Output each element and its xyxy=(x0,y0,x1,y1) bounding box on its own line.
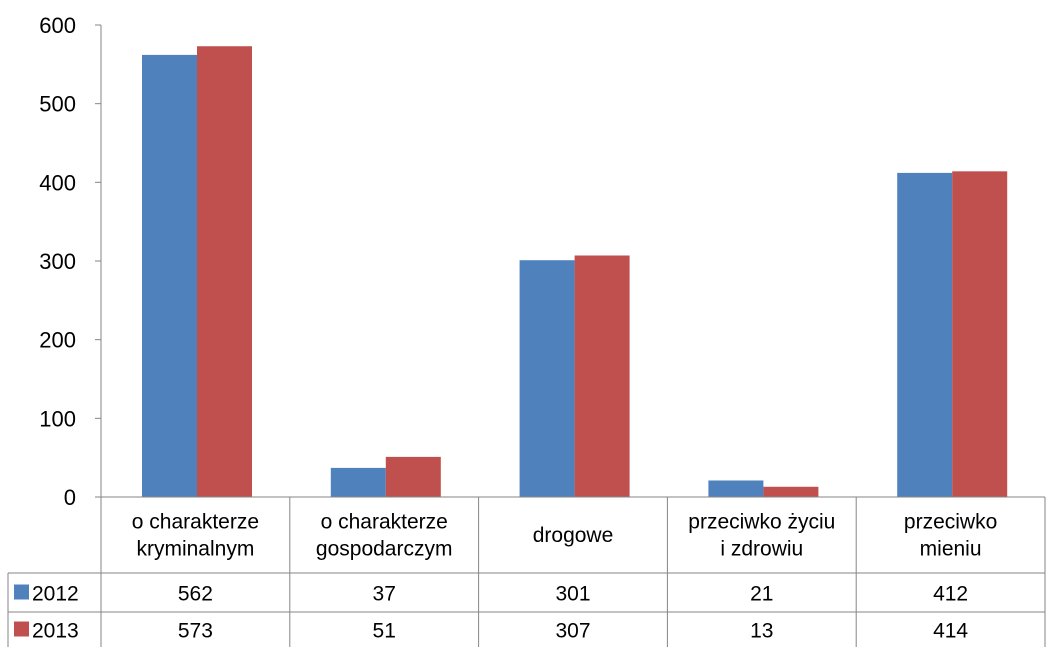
table-value: 301 xyxy=(555,583,590,606)
table-value: 13 xyxy=(750,620,773,643)
bar-2013-3 xyxy=(763,486,819,497)
table-value: 307 xyxy=(555,620,590,643)
bar-2013-2 xyxy=(574,255,630,497)
legend-label-2013: 2013 xyxy=(32,620,79,643)
category-label: przeciwko życiu i zdrowiu xyxy=(688,511,835,561)
y-tick-label: 500 xyxy=(39,92,76,117)
y-tick-label: 100 xyxy=(39,406,76,431)
bar-2012-4 xyxy=(897,172,953,498)
y-tick-label: 300 xyxy=(39,249,76,274)
legend-key-2013 xyxy=(14,621,29,637)
bar-2013-0 xyxy=(197,46,252,498)
table-value: 51 xyxy=(373,620,396,643)
bar-2013-4 xyxy=(952,171,1008,497)
bar-2012-2 xyxy=(519,260,575,497)
table-value: 562 xyxy=(178,583,213,606)
category-label: o charakterze gospodarczym xyxy=(316,511,453,561)
table-value: 412 xyxy=(933,583,968,606)
y-tick-label: 200 xyxy=(39,328,76,353)
bars xyxy=(142,46,1008,498)
table-value: 573 xyxy=(178,620,213,643)
y-tick-label: 400 xyxy=(39,170,76,195)
legend-key-2012 xyxy=(14,584,29,600)
category-label: przeciwko mieniu xyxy=(904,511,997,561)
category-label: drogowe xyxy=(533,524,614,547)
table-value: 37 xyxy=(373,583,396,606)
bar-2012-3 xyxy=(708,480,764,497)
legend-label-2012: 2012 xyxy=(32,583,79,606)
category-label: o charakterze kryminalnym xyxy=(132,511,259,561)
bar-2012-1 xyxy=(330,467,386,497)
table-value: 21 xyxy=(750,583,773,606)
y-axis: 0 100 200 300 400 500 600 xyxy=(39,13,102,510)
y-tick-label: 0 xyxy=(64,485,76,510)
table-value: 414 xyxy=(933,620,968,643)
y-tick-label: 600 xyxy=(39,13,76,38)
bar-2012-0 xyxy=(142,54,197,497)
bar-2013-1 xyxy=(385,456,441,497)
data-table: o charakterze kryminalnym o charakterze gos… xyxy=(7,496,1046,647)
